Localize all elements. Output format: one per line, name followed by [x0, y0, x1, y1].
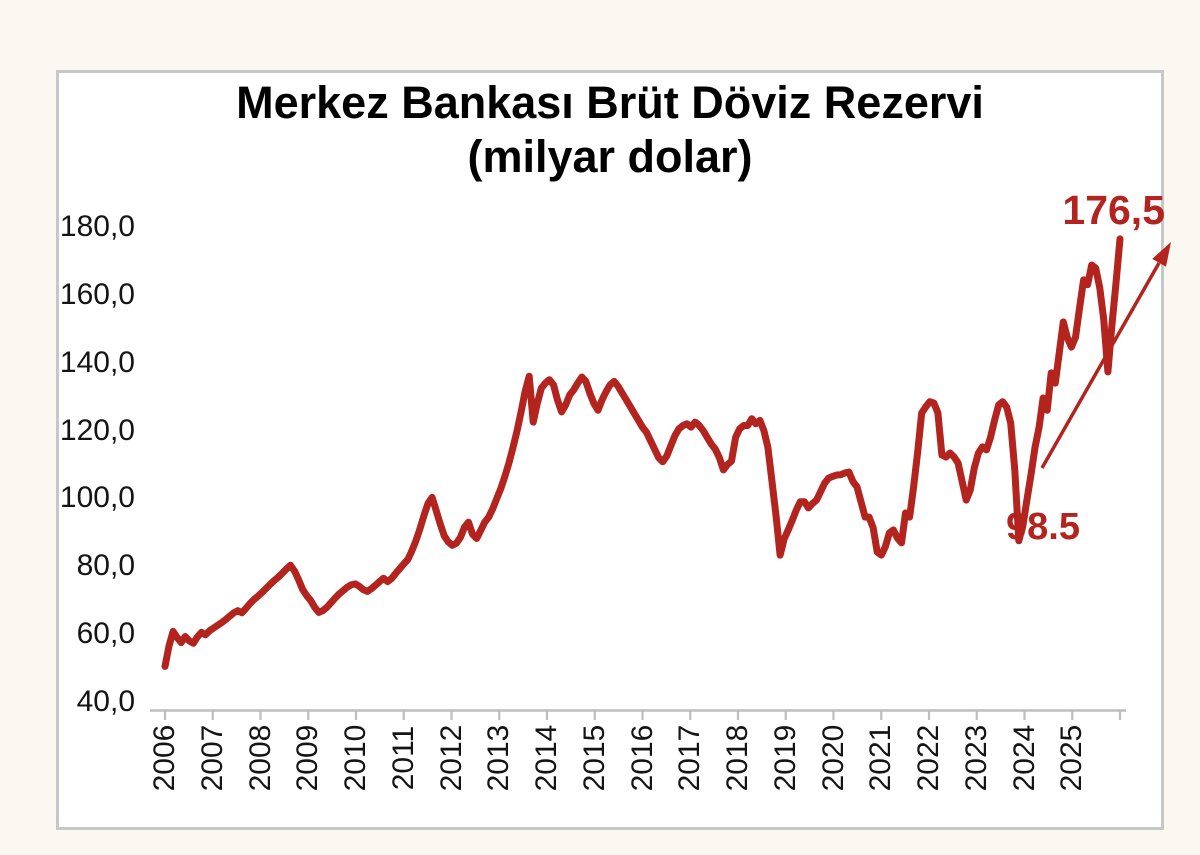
x-axis-label: 2010 [339, 724, 372, 792]
x-axis-label: 2022 [912, 724, 945, 792]
trend-arrow-head [1152, 242, 1171, 267]
annotation-peak-value: 176,5 [1062, 187, 1165, 233]
y-axis-label: 100,0 [59, 481, 135, 515]
x-axis-label: 2019 [768, 724, 802, 792]
x-axis-label: 2006 [148, 724, 181, 792]
x-axis-label: 2012 [434, 724, 468, 792]
trend-arrow-shaft [1040, 262, 1161, 469]
x-axis-label: 2024 [1007, 724, 1041, 792]
x-axis-label: 2016 [625, 724, 659, 792]
x-axis-label: 2013 [482, 724, 516, 792]
y-axis-label: 140,0 [59, 345, 135, 379]
annotation-dip-value: 98.5 [1006, 506, 1080, 548]
x-axis-label: 2020 [816, 724, 850, 792]
x-axis-label: 2014 [530, 724, 563, 792]
x-axis-label: 2023 [959, 724, 993, 792]
y-axis-label: 180,0 [59, 210, 135, 243]
x-axis-label: 2017 [673, 724, 707, 792]
y-axis-label: 80,0 [76, 549, 135, 583]
y-axis-label: 40,0 [76, 685, 135, 718]
x-axis-label: 2025 [1055, 724, 1089, 792]
x-axis-label: 2007 [195, 724, 229, 792]
x-axis-label: 2011 [386, 725, 420, 791]
x-axis-label: 2021 [864, 724, 898, 792]
chart-title: Merkez Bankası Brüt Döviz Rezervi [236, 77, 984, 128]
y-axis-label: 60,0 [76, 617, 135, 651]
y-axis-label: 160,0 [59, 277, 135, 311]
x-axis-label: 2009 [291, 724, 325, 792]
x-axis-label: 2018 [721, 724, 754, 792]
y-axis-label: 120,0 [59, 413, 135, 447]
reserve-line-series [161, 235, 1124, 670]
chart-subtitle: (milyar dolar) [467, 131, 753, 182]
x-axis-label: 2015 [577, 724, 611, 792]
x-axis-label: 2008 [243, 724, 277, 792]
